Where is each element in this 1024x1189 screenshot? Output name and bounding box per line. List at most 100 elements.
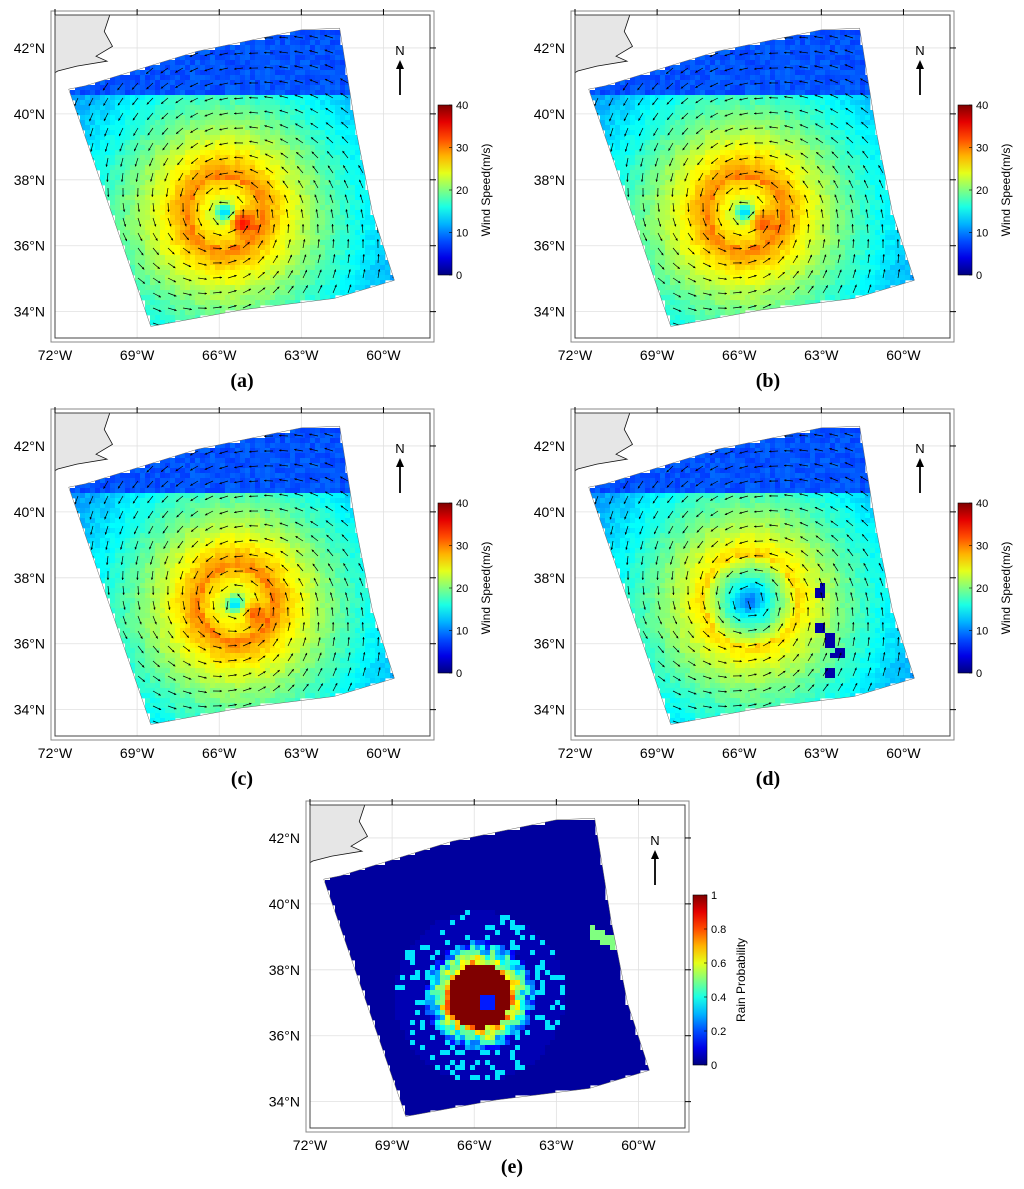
heat-cell xyxy=(145,220,151,226)
heat-cell xyxy=(285,295,291,301)
heat-cell xyxy=(215,245,221,251)
heat-cell xyxy=(235,165,241,171)
heat-cell xyxy=(350,240,356,246)
heat-cell xyxy=(280,285,286,291)
wind-vector-head xyxy=(347,239,350,242)
heat-cell xyxy=(155,140,161,146)
heat-cell xyxy=(335,270,341,276)
land-shape xyxy=(574,14,634,74)
heat-cell xyxy=(245,55,251,61)
heat-cell xyxy=(350,245,356,251)
heat-cell xyxy=(675,110,681,116)
heat-cell xyxy=(665,75,671,81)
heat-cell xyxy=(335,60,341,66)
heat-cell xyxy=(215,295,221,301)
heat-cell xyxy=(855,140,861,146)
heat-cell xyxy=(335,160,341,166)
heat-cell xyxy=(245,260,251,266)
heat-cell xyxy=(855,55,861,61)
heat-cell xyxy=(740,155,746,161)
heat-cell xyxy=(265,105,271,111)
heat-cell xyxy=(680,120,686,126)
heat-cell xyxy=(275,150,281,156)
heat-cell xyxy=(850,55,856,61)
heat-cell xyxy=(685,170,691,176)
heat-cell xyxy=(370,240,376,246)
heat-cell xyxy=(205,265,211,271)
heat-cell xyxy=(170,95,176,101)
heat-cell xyxy=(150,220,156,226)
heat-cell xyxy=(675,175,681,181)
heat-cell xyxy=(325,95,331,101)
heat-cell xyxy=(325,80,331,86)
heat-cell xyxy=(150,315,156,321)
heat-cell xyxy=(235,190,241,196)
heat-cell xyxy=(645,195,651,201)
heat-cell xyxy=(275,70,281,76)
wind-vector-head xyxy=(147,132,150,136)
heat-cell xyxy=(840,30,846,36)
heat-cell xyxy=(670,175,676,181)
heat-cell xyxy=(310,195,316,201)
colorbar-label: Wind Speed(m/s) xyxy=(479,144,493,237)
heat-cell xyxy=(740,135,746,141)
heat-cell xyxy=(760,160,766,166)
heat-cell xyxy=(605,140,611,146)
heat-cell xyxy=(610,135,616,141)
heat-cell xyxy=(165,115,171,121)
heat-cell xyxy=(220,190,226,196)
heat-cell xyxy=(380,265,386,271)
heat-cell xyxy=(670,195,676,201)
heat-cell xyxy=(825,135,831,141)
heat-cell xyxy=(355,175,361,181)
heat-cell xyxy=(250,135,256,141)
heat-cell xyxy=(840,65,846,71)
heat-cell xyxy=(270,135,276,141)
heat-cell xyxy=(260,200,266,206)
heat-cell xyxy=(250,60,256,66)
heat-cell xyxy=(295,190,301,196)
heat-cell xyxy=(235,270,241,276)
heat-cell xyxy=(180,115,186,121)
heat-cell xyxy=(240,85,246,91)
heat-cell xyxy=(235,220,241,226)
heat-cell xyxy=(325,40,331,46)
heat-cell xyxy=(180,60,186,66)
wind-vector-head xyxy=(294,50,297,53)
heat-cell xyxy=(315,100,321,106)
heat-cell xyxy=(300,130,306,136)
heat-cell xyxy=(850,45,856,51)
wind-vector-head xyxy=(264,81,267,84)
heat-cell xyxy=(265,195,271,201)
heat-cell xyxy=(220,225,226,231)
heat-cell xyxy=(160,185,166,191)
heat-cell xyxy=(265,230,271,236)
heat-cell xyxy=(830,55,836,61)
heat-cell xyxy=(255,70,261,76)
heat-cell xyxy=(750,125,756,131)
heat-cell xyxy=(230,150,236,156)
heat-cell xyxy=(220,250,226,256)
heat-cell xyxy=(115,120,121,126)
heat-cell xyxy=(235,250,241,256)
heat-cell xyxy=(140,205,146,211)
heat-cell xyxy=(215,165,221,171)
heat-cell xyxy=(320,40,326,46)
heat-cell xyxy=(780,160,786,166)
heat-cell xyxy=(95,125,101,131)
heat-cell xyxy=(355,250,361,256)
heat-cell xyxy=(245,200,251,206)
heat-cell xyxy=(90,105,96,111)
heat-cell xyxy=(300,220,306,226)
heat-cell xyxy=(345,150,351,156)
heat-cell xyxy=(210,245,216,251)
heat-cell xyxy=(665,155,671,161)
heat-cell xyxy=(160,280,166,286)
heat-cell xyxy=(805,195,811,201)
heat-cell xyxy=(140,120,146,126)
wind-vector-head xyxy=(330,209,333,212)
heat-cell xyxy=(155,195,161,201)
heat-cell xyxy=(730,195,736,201)
lon-tick-label: 63°W xyxy=(284,347,319,363)
heat-cell xyxy=(240,160,246,166)
